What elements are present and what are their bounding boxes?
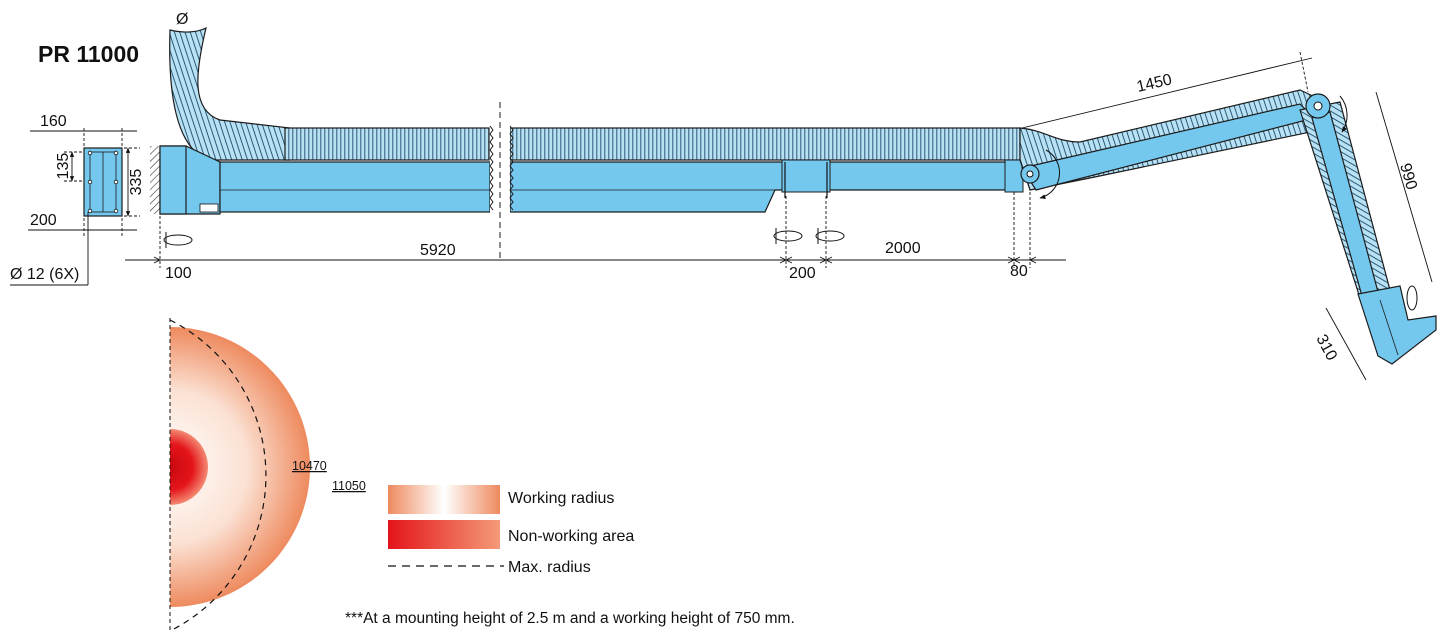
max-radius-arc [169,319,267,632]
extraction-hood [1357,285,1437,365]
horizontal-dimension-lines [125,51,1433,381]
rotation-symbols [163,95,1418,311]
dim-hole-spec: Ø 12 (6X) [10,266,79,283]
working-radius-label: 10470 [292,459,327,473]
hose-riser [169,26,291,161]
legend: Working radius Non-working area Max. rad… [388,485,634,576]
legend-working-radius: Working radius [508,490,614,507]
legend-max-radius: Max. radius [508,559,591,576]
legend-swatch-non-working [388,520,500,549]
dim-lower-arm: 990 [1396,161,1420,191]
product-title: PR 11000 [38,41,139,67]
max-radius-label: 11050 [332,479,366,493]
footnote: ***At a mounting height of 2.5 m and a w… [345,610,795,627]
legend-swatch-working [388,485,500,514]
dim-plate-width: 160 [40,113,67,130]
dim-bolt-spacing: 135 [55,153,72,180]
dim-hood: 310 [1312,332,1340,364]
plate-dimension-lines [10,128,140,286]
break-marks [489,102,514,258]
dim-bracket-width: 200 [789,265,816,282]
dim-arm-length: 5920 [420,242,456,259]
dim-base-depth: 200 [30,212,57,229]
dim-plate-height: 335 [128,169,145,196]
legend-non-working-area: Non-working area [508,528,634,545]
dim-segment-length: 2000 [885,240,921,257]
hose-diameter-symbol: Ø [176,11,188,28]
dim-upper-arm: 1450 [1135,71,1174,96]
wall-hatch [150,146,160,214]
non-working-area [170,429,208,505]
hose-right-section [509,127,1021,161]
dim-offset-start: 100 [165,265,192,282]
arm-boom [159,145,1024,215]
hose-left-section [284,127,490,161]
working-radius-area [170,327,310,607]
wall-plate-front-view [83,147,123,217]
radius-plan [169,318,310,632]
dim-joint-offset: 80 [1010,263,1028,280]
